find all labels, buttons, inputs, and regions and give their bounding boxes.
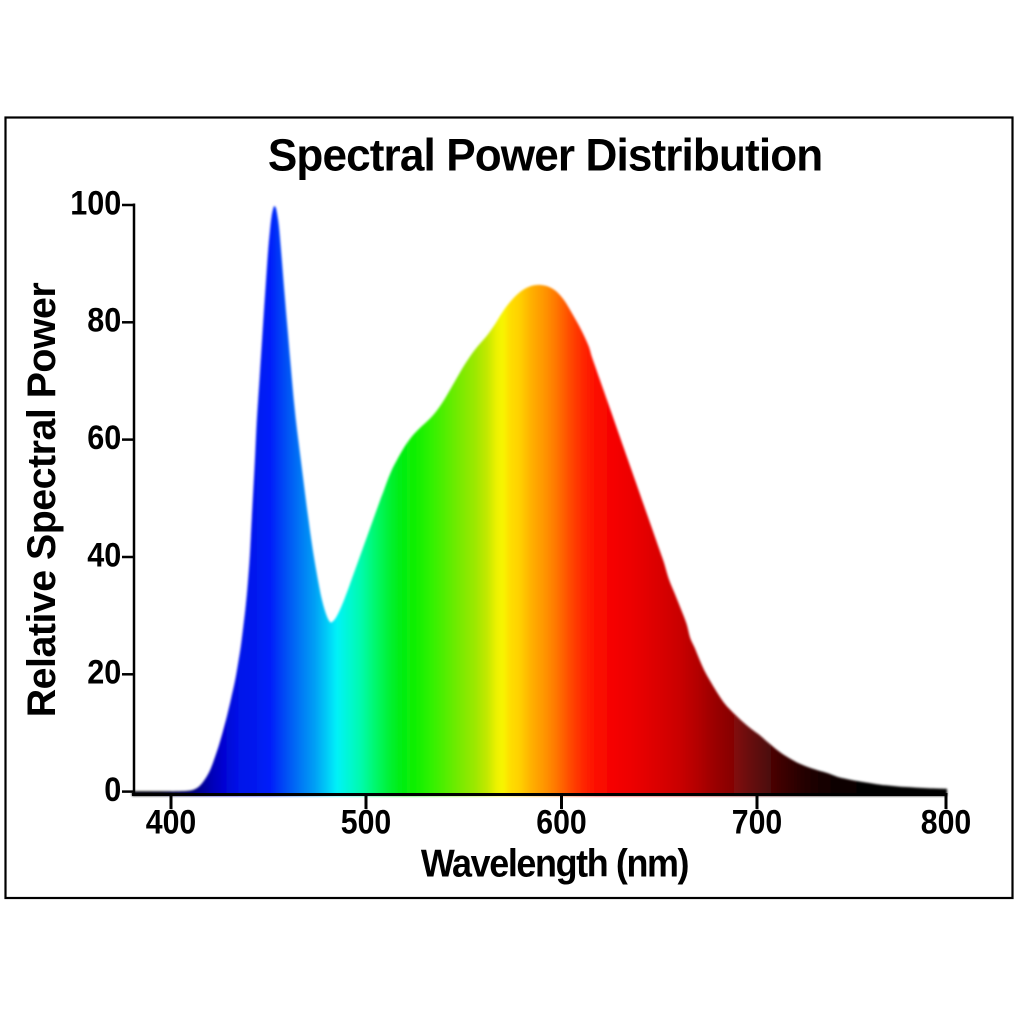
svg-text:800: 800 — [921, 803, 971, 841]
svg-text:400: 400 — [146, 803, 196, 841]
svg-text:Relative Spectral Power: Relative Spectral Power — [20, 283, 64, 718]
svg-text:60: 60 — [87, 418, 121, 456]
svg-text:40: 40 — [87, 536, 121, 574]
svg-text:Spectral Power Distribution: Spectral Power Distribution — [268, 131, 822, 180]
svg-text:0: 0 — [104, 770, 121, 808]
svg-text:Wavelength (nm): Wavelength (nm) — [421, 841, 688, 885]
svg-text:80: 80 — [87, 301, 121, 339]
svg-text:20: 20 — [87, 653, 121, 691]
svg-text:600: 600 — [536, 803, 586, 841]
svg-text:700: 700 — [732, 803, 782, 841]
svg-text:500: 500 — [341, 803, 391, 841]
svg-text:100: 100 — [70, 184, 121, 222]
